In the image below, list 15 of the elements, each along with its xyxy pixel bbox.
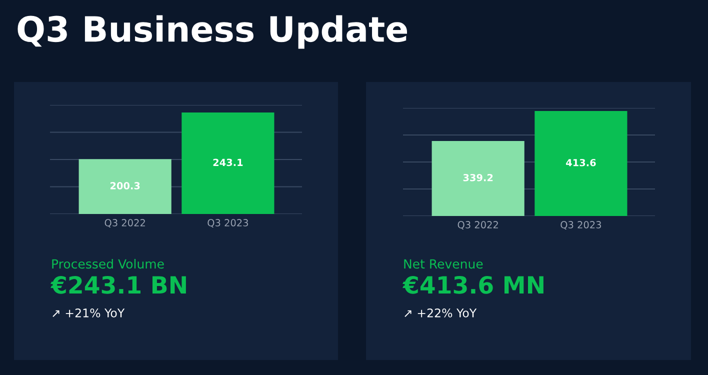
data-label: 243.1 — [213, 158, 243, 166]
text: €243.1 BN — [50, 276, 186, 294]
data-label: 413.6 — [566, 158, 596, 166]
text: €413.6 MN — [402, 276, 544, 294]
text: ↗ +22% YoY — [404, 308, 477, 318]
data-label: 339.2 — [463, 174, 493, 182]
text: ↗ +21% YoY — [52, 308, 125, 318]
x-tick-label: Q3 2022 — [104, 219, 145, 228]
data-label: 200.3 — [110, 182, 140, 190]
x-tick-label: Q3 2023 — [208, 219, 248, 228]
x-tick-label: Q3 2023 — [560, 221, 601, 230]
x-tick-label: Q3 2022 — [458, 221, 498, 230]
text: Processed Volume — [52, 258, 164, 269]
text: Net Revenue — [404, 259, 483, 269]
chart-title: Q3 Business Update — [18, 15, 408, 49]
